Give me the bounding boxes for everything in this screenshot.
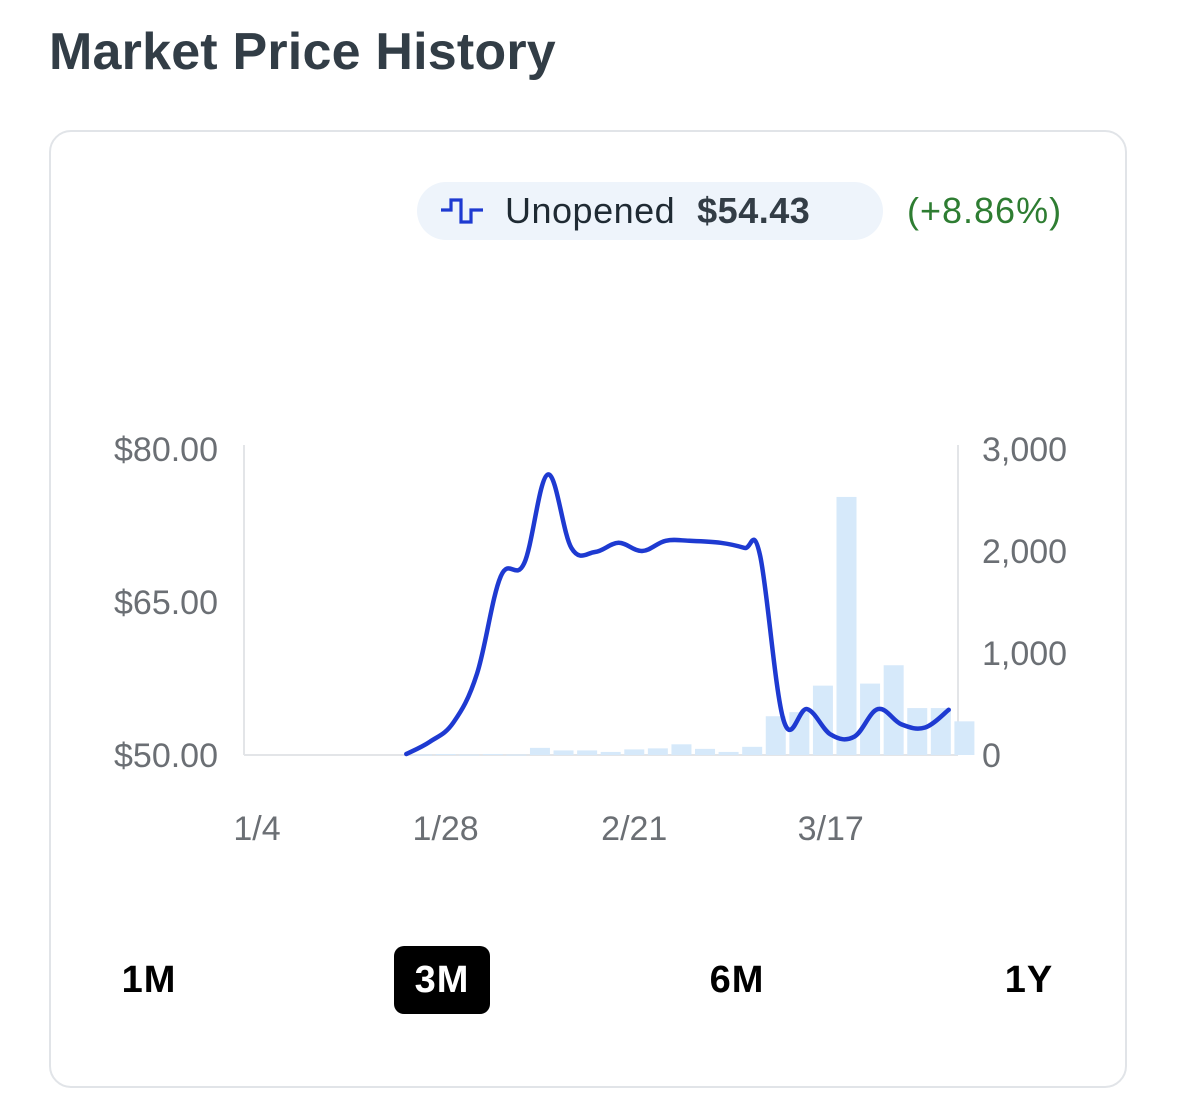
- legend-series-label: Unopened: [505, 190, 676, 231]
- volume-bar: [954, 721, 975, 755]
- volume-bar: [577, 750, 598, 755]
- volume-bar: [459, 754, 480, 756]
- volume-bar: [907, 708, 928, 755]
- range-button-3m[interactable]: 3M: [394, 946, 490, 1014]
- y-right-tick-label: 2,000: [982, 533, 1067, 571]
- step-line-icon: [441, 198, 483, 224]
- volume-bar: [883, 665, 904, 755]
- range-button-1m[interactable]: 1M: [121, 958, 177, 1001]
- volume-bar: [695, 748, 716, 755]
- volume-bar: [647, 748, 668, 755]
- x-tick-label: 2/21: [601, 810, 667, 848]
- y-left-tick-label: $50.00: [114, 737, 218, 775]
- volume-bar: [671, 744, 692, 755]
- price-history-card: $50.00 $65.00 $80.00 0 1,000 2,000 3,000 1/4 1/2…: [49, 130, 1127, 1088]
- x-tick-label: 3/17: [798, 810, 864, 848]
- y-left-tick-label: $65.00: [114, 584, 218, 622]
- volume-bar: [812, 685, 833, 755]
- page-title: Market Price History: [49, 23, 556, 81]
- price-change-percent: (+8.86%): [907, 190, 1063, 231]
- y-right-tick-label: 0: [982, 737, 1001, 775]
- volume-bar: [742, 746, 763, 755]
- volume-bar: [600, 751, 621, 755]
- legend-current-price: $54.43: [697, 190, 811, 231]
- series-legend[interactable]: Unopened $54.43: [417, 182, 883, 240]
- x-tick-label: 1/28: [413, 810, 479, 848]
- x-tick-label: 1/4: [233, 810, 280, 848]
- volume-bar: [506, 754, 527, 756]
- volume-bar: [435, 753, 456, 755]
- volume-bar: [553, 750, 574, 755]
- y-right-tick-label: 3,000: [982, 431, 1067, 469]
- volume-bar: [412, 754, 433, 756]
- volume-bar: [624, 749, 645, 755]
- volume-bar: [718, 751, 739, 755]
- y-right-tick-label: 1,000: [982, 635, 1067, 673]
- volume-bar: [765, 716, 786, 755]
- y-left-tick-label: $80.00: [114, 431, 218, 469]
- volume-bar: [836, 496, 857, 755]
- volume-bar: [529, 747, 550, 755]
- price-volume-chart: $50.00 $65.00 $80.00 0 1,000 2,000 3,000 1/4 1/2…: [114, 431, 1067, 848]
- volume-bar: [482, 753, 503, 755]
- range-button-1y[interactable]: 1Y: [1004, 958, 1054, 1001]
- range-button-6m[interactable]: 6M: [709, 958, 765, 1001]
